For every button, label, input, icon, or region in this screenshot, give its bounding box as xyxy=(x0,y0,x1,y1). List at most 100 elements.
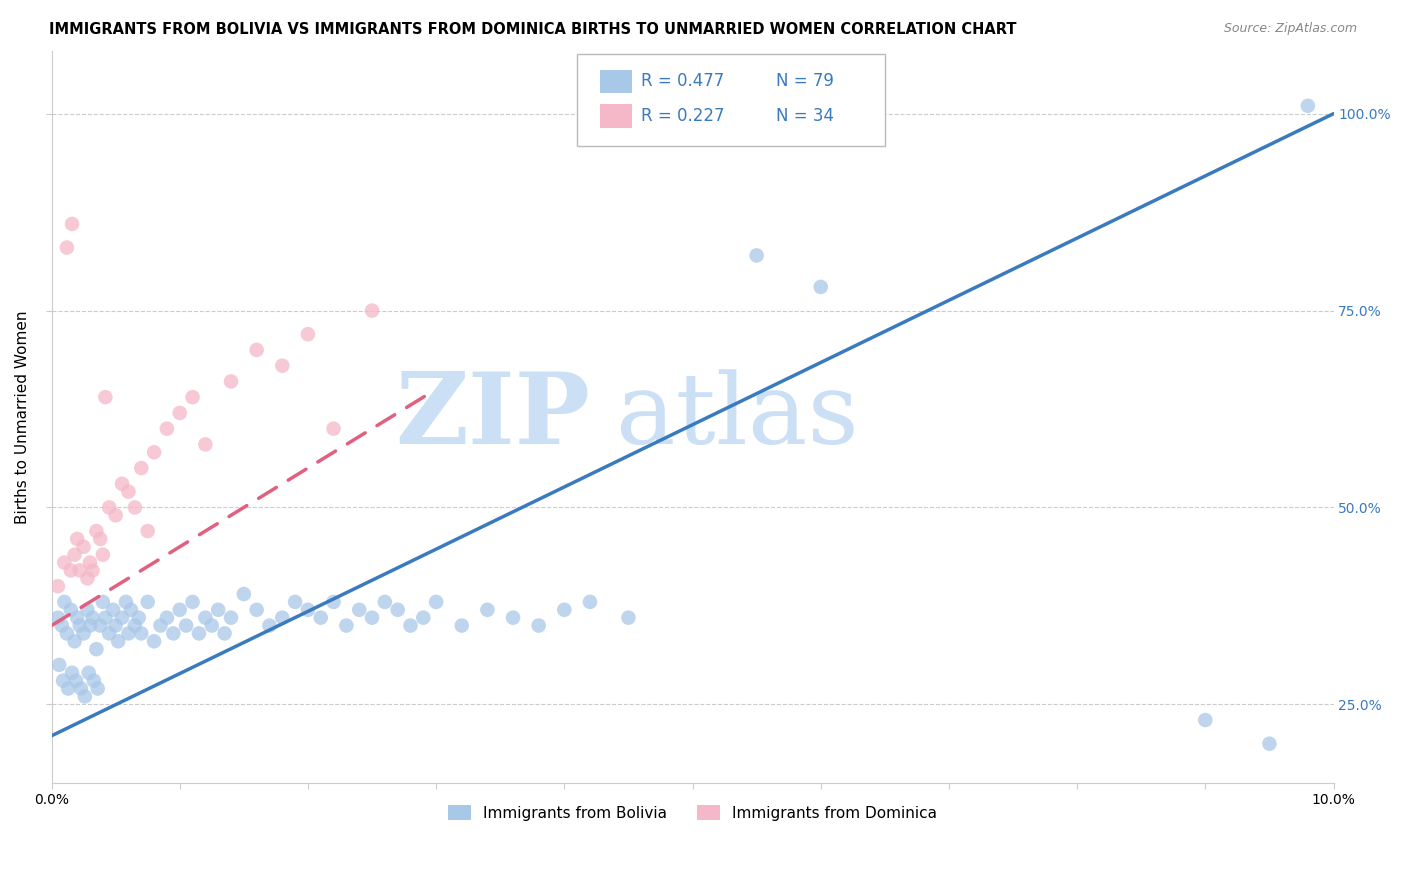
Immigrants from Bolivia xyxy=(201,618,224,632)
Immigrants from Bolivia xyxy=(412,610,434,624)
Immigrants from Dominica xyxy=(89,532,111,546)
Immigrants from Bolivia xyxy=(69,618,91,632)
Text: Source: ZipAtlas.com: Source: ZipAtlas.com xyxy=(1223,22,1357,36)
Immigrants from Bolivia xyxy=(207,603,229,617)
Immigrants from Bolivia xyxy=(66,610,89,624)
Immigrants from Bolivia xyxy=(1296,99,1319,113)
Text: N = 79: N = 79 xyxy=(776,72,834,90)
Immigrants from Dominica xyxy=(60,217,83,231)
Immigrants from Bolivia xyxy=(1258,737,1281,751)
Immigrants from Dominica xyxy=(297,327,319,342)
Immigrants from Bolivia xyxy=(89,618,111,632)
Immigrants from Dominica xyxy=(143,445,166,459)
Immigrants from Bolivia xyxy=(347,603,370,617)
Immigrants from Bolivia xyxy=(65,673,87,688)
Immigrants from Bolivia xyxy=(297,603,319,617)
Immigrants from Bolivia xyxy=(745,248,768,262)
Immigrants from Bolivia xyxy=(399,618,422,632)
Immigrants from Dominica xyxy=(82,563,104,577)
Immigrants from Bolivia xyxy=(120,603,142,617)
Immigrants from Dominica xyxy=(194,437,217,451)
Immigrants from Dominica xyxy=(98,500,121,515)
Immigrants from Dominica xyxy=(104,508,127,523)
Immigrants from Bolivia xyxy=(104,618,127,632)
Text: R = 0.227: R = 0.227 xyxy=(641,107,724,125)
Immigrants from Bolivia xyxy=(174,618,197,632)
Immigrants from Bolivia xyxy=(149,618,172,632)
Immigrants from Bolivia xyxy=(214,626,236,640)
Immigrants from Bolivia xyxy=(82,610,104,624)
Immigrants from Bolivia xyxy=(259,618,281,632)
Immigrants from Bolivia xyxy=(143,634,166,648)
Immigrants from Bolivia xyxy=(322,595,344,609)
Immigrants from Dominica xyxy=(63,548,86,562)
Immigrants from Bolivia xyxy=(181,595,204,609)
Text: IMMIGRANTS FROM BOLIVIA VS IMMIGRANTS FROM DOMINICA BIRTHS TO UNMARRIED WOMEN CO: IMMIGRANTS FROM BOLIVIA VS IMMIGRANTS FR… xyxy=(49,22,1017,37)
Immigrants from Bolivia xyxy=(72,626,94,640)
Immigrants from Dominica xyxy=(219,375,242,389)
Immigrants from Bolivia xyxy=(156,610,179,624)
Immigrants from Bolivia xyxy=(94,610,117,624)
Immigrants from Dominica xyxy=(79,556,101,570)
Immigrants from Dominica xyxy=(86,524,108,538)
Immigrants from Dominica xyxy=(361,303,384,318)
Immigrants from Bolivia xyxy=(107,634,129,648)
Immigrants from Bolivia xyxy=(219,610,242,624)
Immigrants from Dominica xyxy=(66,532,89,546)
Immigrants from Bolivia xyxy=(502,610,524,624)
Immigrants from Bolivia xyxy=(810,280,832,294)
Immigrants from Bolivia xyxy=(284,595,307,609)
Immigrants from Bolivia xyxy=(59,603,82,617)
Immigrants from Bolivia xyxy=(56,626,79,640)
Immigrants from Dominica xyxy=(124,500,146,515)
Immigrants from Bolivia xyxy=(53,595,76,609)
Immigrants from Bolivia xyxy=(425,595,447,609)
Immigrants from Bolivia xyxy=(51,618,73,632)
Immigrants from Dominica xyxy=(117,484,139,499)
Immigrants from Bolivia xyxy=(387,603,409,617)
Immigrants from Bolivia xyxy=(86,642,108,657)
Immigrants from Bolivia xyxy=(129,626,152,640)
Immigrants from Dominica xyxy=(129,461,152,475)
Immigrants from Dominica xyxy=(56,241,79,255)
Immigrants from Dominica xyxy=(181,390,204,404)
Immigrants from Bolivia xyxy=(527,618,550,632)
Immigrants from Bolivia xyxy=(117,626,139,640)
Immigrants from Dominica xyxy=(94,390,117,404)
Immigrants from Dominica xyxy=(169,406,191,420)
Immigrants from Bolivia xyxy=(1194,713,1216,727)
Immigrants from Bolivia xyxy=(111,610,134,624)
Immigrants from Bolivia xyxy=(83,673,105,688)
Immigrants from Bolivia xyxy=(52,673,75,688)
Immigrants from Bolivia xyxy=(60,665,83,680)
Immigrants from Bolivia xyxy=(162,626,184,640)
Immigrants from Bolivia xyxy=(246,603,269,617)
Immigrants from Dominica xyxy=(69,563,91,577)
Immigrants from Bolivia xyxy=(271,610,294,624)
Y-axis label: Births to Unmarried Women: Births to Unmarried Women xyxy=(15,310,30,524)
Immigrants from Bolivia xyxy=(188,626,211,640)
Immigrants from Bolivia xyxy=(361,610,384,624)
Immigrants from Bolivia xyxy=(169,603,191,617)
Immigrants from Bolivia xyxy=(70,681,93,696)
Immigrants from Bolivia xyxy=(86,681,108,696)
Immigrants from Dominica xyxy=(322,422,344,436)
Immigrants from Dominica xyxy=(91,548,114,562)
Text: N = 34: N = 34 xyxy=(776,107,834,125)
Immigrants from Dominica xyxy=(271,359,294,373)
Immigrants from Bolivia xyxy=(335,618,357,632)
Immigrants from Bolivia xyxy=(477,603,499,617)
Immigrants from Bolivia xyxy=(91,595,114,609)
FancyBboxPatch shape xyxy=(600,104,633,128)
Immigrants from Bolivia xyxy=(124,618,146,632)
Immigrants from Bolivia xyxy=(450,618,472,632)
Text: R = 0.477: R = 0.477 xyxy=(641,72,724,90)
Immigrants from Bolivia xyxy=(579,595,602,609)
Immigrants from Bolivia xyxy=(194,610,217,624)
Immigrants from Bolivia xyxy=(76,603,98,617)
Immigrants from Dominica xyxy=(53,556,76,570)
Immigrants from Dominica xyxy=(72,540,94,554)
Immigrants from Bolivia xyxy=(46,610,69,624)
Immigrants from Dominica xyxy=(156,422,179,436)
Immigrants from Dominica xyxy=(136,524,159,538)
